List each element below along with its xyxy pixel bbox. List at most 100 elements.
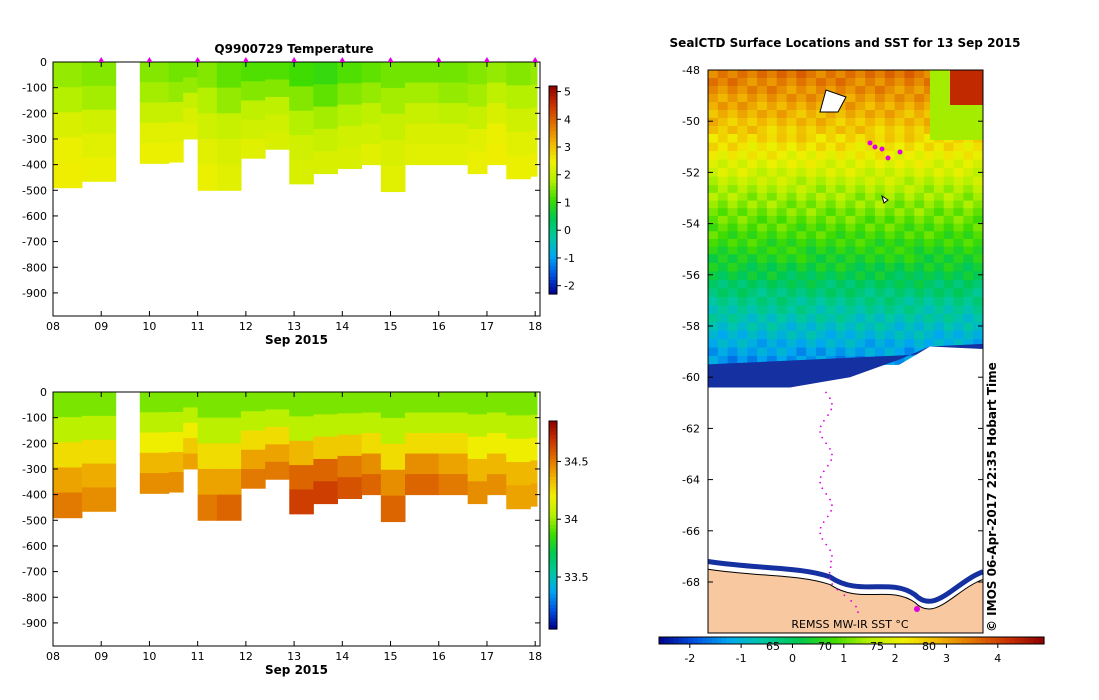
sst-cell (924, 134, 935, 144)
sst-cell (943, 151, 955, 161)
sst-cell (865, 313, 876, 323)
colorbar-segment (549, 528, 557, 533)
sst-cell (825, 110, 837, 119)
x-tick-label: 17 (480, 650, 494, 663)
profile-cell (168, 452, 184, 473)
colorbar-segment (549, 99, 557, 104)
sst-cell (845, 347, 856, 357)
sst-cell (786, 134, 797, 144)
profile-cell (361, 433, 382, 455)
profile-cell (265, 79, 290, 98)
sst-cell (973, 159, 984, 169)
sst-cell (924, 223, 935, 232)
x-axis-label: Sep 2015 (265, 333, 328, 347)
seal-track-point (843, 594, 846, 597)
sst-cell (757, 185, 768, 194)
profile-cell (361, 62, 382, 84)
sst-cell (825, 279, 837, 289)
sst-cell (766, 126, 778, 135)
colorbar-tick-label: 0 (564, 224, 571, 237)
profile-cell (467, 128, 488, 152)
sst-cell (904, 70, 915, 79)
colorbar-segment (549, 221, 557, 226)
sst-cell (717, 231, 729, 240)
sst-cell (973, 279, 984, 289)
sst-cell (825, 305, 837, 315)
colorbar-tick-label: 1 (840, 652, 847, 665)
sst-cell (825, 200, 837, 209)
profile-cell (404, 433, 440, 455)
sst-cell (776, 271, 788, 281)
x-tick-label: 10 (142, 650, 156, 663)
colorbar-segment (740, 637, 747, 644)
profile-cell (361, 82, 382, 104)
sst-cell (796, 86, 807, 95)
sst-cell (855, 347, 866, 357)
profile-cell (241, 411, 266, 431)
sst-cell (757, 110, 768, 119)
sst-cell (708, 86, 719, 95)
sst-cell (894, 223, 905, 232)
sst-cell (874, 102, 886, 111)
colorbar-segment (947, 637, 954, 644)
profile-cell (404, 412, 440, 434)
seal-track-point (828, 577, 831, 580)
profile-cell (404, 144, 440, 166)
profile-cell (183, 392, 199, 408)
sst-cell (727, 176, 738, 186)
sst-cell (904, 142, 915, 152)
colorbar-segment (933, 637, 939, 644)
sst-cell (727, 86, 738, 95)
sst-cell (708, 355, 719, 365)
profile-cell (404, 453, 440, 475)
profile-cell (486, 82, 507, 104)
colorbar-segment (549, 176, 557, 181)
profile-cell (265, 96, 290, 115)
sst-cell (717, 313, 729, 323)
sst-cell (914, 192, 925, 202)
sst-cell (796, 271, 807, 281)
sst-cell (953, 246, 964, 255)
sst-cell (816, 70, 827, 79)
sst-cell (737, 246, 748, 255)
sst-cell (924, 288, 935, 298)
sst-cell (963, 176, 974, 186)
sst-cell (806, 313, 817, 323)
colorbar-tick-label: -2 (684, 652, 695, 665)
profile-cell (139, 102, 170, 124)
sst-cell (717, 322, 729, 332)
sst-cell (717, 215, 729, 225)
sst-cell (884, 215, 896, 225)
seal-location (897, 149, 903, 155)
sst-cell (884, 296, 896, 307)
profile-cell (289, 110, 314, 136)
sst-cell (786, 279, 797, 289)
surface-marker (387, 57, 394, 62)
profile-cell (486, 62, 507, 84)
sst-cell (737, 134, 748, 144)
sst-cell (874, 215, 886, 225)
colorbar-segment (875, 637, 881, 644)
sst-cell (884, 223, 896, 232)
sst-cell (717, 78, 729, 87)
sst-cell (747, 118, 758, 127)
sst-cell (727, 200, 738, 209)
sst-cell (904, 159, 915, 169)
colorbar-segment (769, 637, 776, 644)
colorbar-segment (1019, 637, 1026, 644)
sst-cell (737, 279, 748, 289)
profile-cell (530, 130, 538, 154)
plot-title: Q9900729 Temperature (214, 42, 373, 56)
sst-cell (747, 296, 758, 307)
sst-cell (894, 208, 905, 217)
profile-cell (197, 494, 218, 521)
sst-cell (914, 86, 925, 95)
sst-cell (708, 200, 719, 209)
sst-cell (894, 313, 905, 323)
sst-cell (894, 296, 905, 307)
profile-cell (53, 87, 83, 113)
sst-cell (737, 168, 748, 178)
colorbar-segment (549, 507, 557, 512)
colorbar-segment (885, 637, 891, 644)
sst-cell (727, 102, 738, 111)
